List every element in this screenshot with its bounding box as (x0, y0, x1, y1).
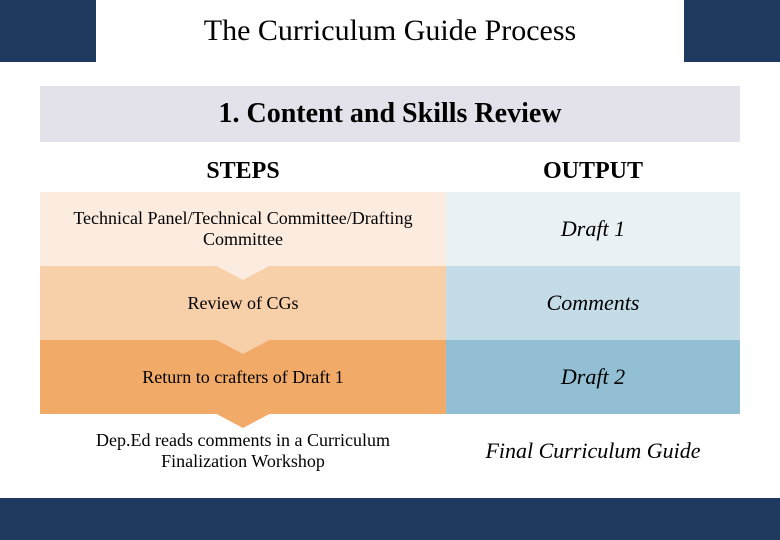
header-output: OUTPUT (446, 150, 740, 192)
step-text: Technical Panel/Technical Committee/Draf… (52, 208, 434, 250)
output-cell: Draft 1 (446, 192, 740, 266)
process-row: Return to crafters of Draft 1 Draft 2 (40, 340, 740, 414)
output-cell: Final Curriculum Guide (446, 414, 740, 488)
output-text: Final Curriculum Guide (485, 438, 700, 464)
process-row: Technical Panel/Technical Committee/Draf… (40, 192, 740, 266)
output-cell: Comments (446, 266, 740, 340)
header-steps: STEPS (40, 150, 446, 192)
output-text: Comments (547, 290, 640, 316)
chevron-down-icon (209, 410, 277, 428)
title-bar: The Curriculum Guide Process (0, 0, 780, 62)
output-text: Draft 1 (561, 216, 625, 242)
chevron-down-icon (209, 262, 277, 280)
step-text: Dep.Ed reads comments in a Curriculum Fi… (52, 430, 434, 472)
process-row: Review of CGs Comments (40, 266, 740, 340)
process-row: Dep.Ed reads comments in a Curriculum Fi… (40, 414, 740, 488)
process-rows: Technical Panel/Technical Committee/Draf… (40, 192, 740, 488)
output-text: Draft 2 (561, 364, 625, 390)
column-headers: STEPS OUTPUT (40, 150, 740, 192)
page-title: The Curriculum Guide Process (96, 0, 684, 62)
section-subtitle: 1. Content and Skills Review (40, 86, 740, 142)
step-cell: Technical Panel/Technical Committee/Draf… (40, 192, 446, 266)
step-text: Review of CGs (188, 293, 299, 314)
bottom-bar (0, 498, 780, 540)
chevron-down-icon (209, 336, 277, 354)
step-text: Return to crafters of Draft 1 (142, 367, 343, 388)
output-cell: Draft 2 (446, 340, 740, 414)
